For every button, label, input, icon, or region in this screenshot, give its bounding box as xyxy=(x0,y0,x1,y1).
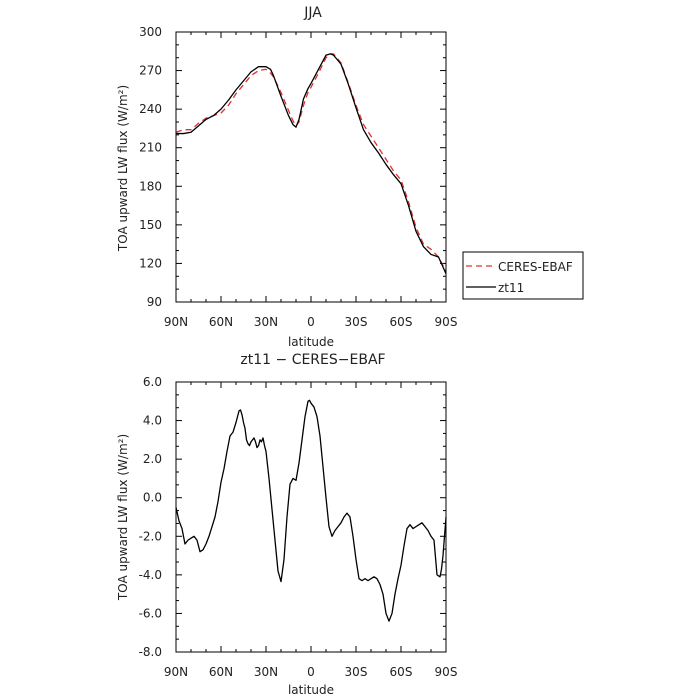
top-tick-labels: 90N 60N 30N 0 30S 60S 90S 90 120 150 180 210 240 270 3… xyxy=(139,25,457,329)
top-x-axis-label: latitude xyxy=(288,335,334,349)
x-tick-label: 60S xyxy=(390,665,413,679)
y-tick-label: 90 xyxy=(147,295,162,309)
y-tick-label: -6.0 xyxy=(139,606,162,620)
y-tick-label: 180 xyxy=(139,179,162,193)
x-tick-label: 30S xyxy=(345,315,368,329)
series-line-difference xyxy=(175,399,447,622)
x-tick-label: 30N xyxy=(254,665,278,679)
x-tick-label: 0 xyxy=(307,315,315,329)
y-tick-label: 4.0 xyxy=(143,414,162,428)
top-y-axis-label: TOA upward LW flux (W/m²) xyxy=(116,85,130,252)
bottom-plot-frame xyxy=(175,381,447,653)
x-tick-label: 90N xyxy=(164,315,188,329)
top-plot-frame xyxy=(175,31,447,303)
x-tick-label: 90N xyxy=(164,665,188,679)
legend-box xyxy=(462,251,584,300)
panel-bottom: zt11 − CERES−EBAF TOA upward LW flux (W/… xyxy=(116,352,457,697)
y-tick-label: 240 xyxy=(139,102,162,116)
x-tick-label: 90S xyxy=(435,665,458,679)
bottom-series-layer xyxy=(175,399,447,622)
legend-label-zt11: zt11 xyxy=(498,281,524,295)
y-tick-label: 6.0 xyxy=(143,375,162,389)
y-tick-label: 2.0 xyxy=(143,452,162,466)
series-line-zt11 xyxy=(176,53,447,274)
bottom-x-axis-label: latitude xyxy=(288,683,334,697)
x-tick-label: 90S xyxy=(435,315,458,329)
y-tick-label: 300 xyxy=(139,25,162,39)
bottom-tick-labels: 90N 60N 30N 0 30S 60S 90S -8.0 -6.0 -4.0 -2.0 0.0 2.… xyxy=(139,375,458,679)
legend: CERES-EBAF zt11 xyxy=(462,251,584,300)
top-series-layer xyxy=(175,53,447,274)
y-tick-label: 0.0 xyxy=(143,491,162,505)
y-tick-label: -2.0 xyxy=(139,529,162,543)
panel-top: JJA TOA upward LW flux (W/m²) 90N 60N 30N 0… xyxy=(116,5,457,329)
x-tick-label: 0 xyxy=(307,665,315,679)
x-tick-label: 60S xyxy=(390,315,413,329)
x-tick-label: 30N xyxy=(254,315,278,329)
top-chart-title: JJA xyxy=(303,5,322,21)
bottom-chart-title: zt11 − CERES−EBAF xyxy=(240,352,385,368)
y-tick-label: 150 xyxy=(139,218,162,232)
y-tick-label: 120 xyxy=(139,256,162,270)
y-tick-label: -8.0 xyxy=(139,645,162,659)
y-tick-label: -4.0 xyxy=(139,568,162,582)
x-tick-label: 30S xyxy=(345,665,368,679)
legend-label-ceres: CERES-EBAF xyxy=(498,260,573,274)
y-tick-label: 270 xyxy=(139,64,162,78)
y-tick-label: 210 xyxy=(139,141,162,155)
x-tick-label: 60N xyxy=(209,315,233,329)
bottom-y-axis-label: TOA upward LW flux (W/m²) xyxy=(116,434,130,601)
x-tick-label: 60N xyxy=(209,665,233,679)
